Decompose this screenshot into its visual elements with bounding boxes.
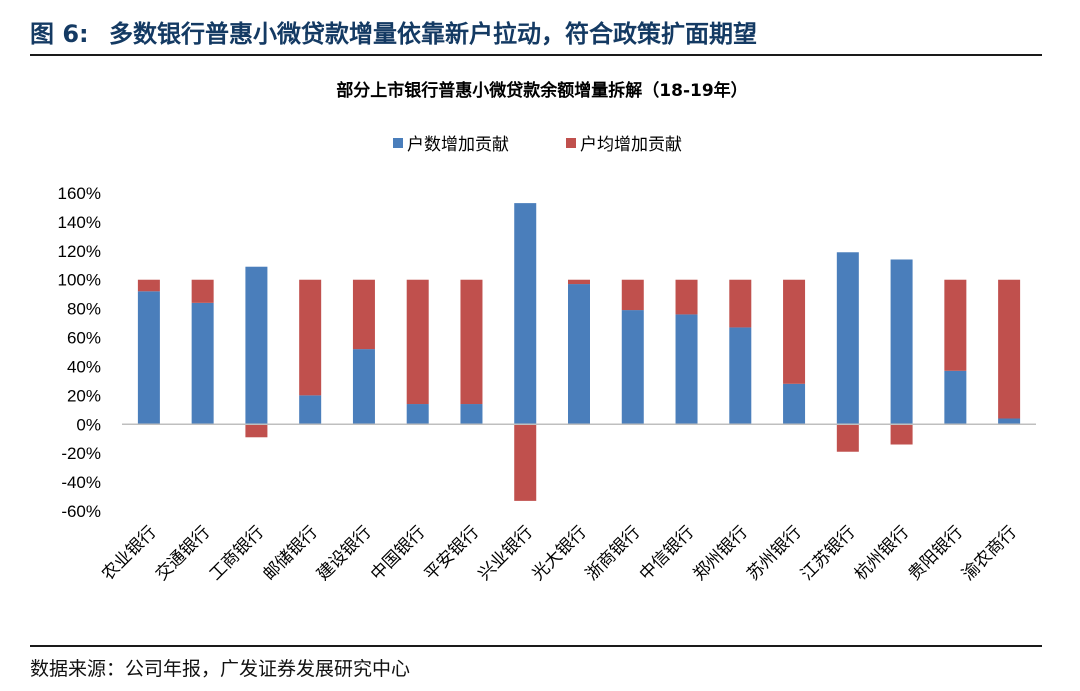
header-rule bbox=[30, 54, 1042, 56]
y-tick-label: 160% bbox=[58, 184, 101, 203]
data-source: 数据来源：公司年报，广发证券发展研究中心 bbox=[30, 658, 411, 680]
bar-per-household bbox=[514, 424, 537, 501]
legend-label-blue: 户数增加贡献 bbox=[407, 135, 509, 155]
legend: 户数增加贡献 户均增加贡献 bbox=[393, 135, 682, 155]
x-tick-label: 贵阳银行 bbox=[905, 522, 967, 584]
bar-per-household bbox=[191, 279, 214, 303]
y-axis-ticks: 160% 140% 120% 100% 80% 60% 40% 20% 0% -20% -40% -6… bbox=[58, 184, 101, 521]
bar-per-household bbox=[621, 279, 644, 311]
bar-household-count bbox=[352, 349, 375, 425]
figure-title: 多数银行普惠小微贷款增量依靠新户拉动，符合政策扩面期望 bbox=[109, 20, 758, 48]
bar-per-household bbox=[299, 279, 322, 396]
legend-swatch-red bbox=[566, 138, 576, 148]
y-tick-label: -40% bbox=[61, 473, 101, 492]
chart-title: 部分上市银行普惠小微贷款余额增量拆解（18-19年） bbox=[336, 80, 747, 101]
x-tick-label: 中信银行 bbox=[636, 522, 698, 584]
x-tick-label: 渝农商行 bbox=[958, 522, 1020, 584]
bar-household-count bbox=[406, 404, 429, 425]
x-axis-labels: 农业银行交通银行工商银行邮储银行建设银行中国银行平安银行兴业银行光大银行浙商银行… bbox=[98, 522, 1020, 584]
bar-per-household bbox=[406, 279, 429, 405]
x-tick-label: 杭州银行 bbox=[851, 522, 913, 584]
bar-per-household bbox=[675, 279, 698, 315]
bar-household-count bbox=[729, 327, 752, 425]
bar-household-count bbox=[998, 418, 1021, 425]
y-tick-label: 100% bbox=[58, 271, 101, 290]
bars bbox=[137, 203, 1021, 501]
x-tick-label: 工商银行 bbox=[206, 522, 268, 584]
x-tick-label: 平安银行 bbox=[421, 522, 483, 584]
bar-per-household bbox=[460, 279, 483, 405]
figure-header: 图 6: 多数银行普惠小微贷款增量依靠新户拉动，符合政策扩面期望 bbox=[30, 14, 757, 48]
y-tick-label: -60% bbox=[61, 502, 101, 521]
x-tick-label: 中国银行 bbox=[367, 522, 429, 584]
legend-label-red: 户均增加贡献 bbox=[580, 135, 682, 155]
bar-per-household bbox=[890, 424, 913, 445]
x-tick-label: 郑州银行 bbox=[690, 522, 752, 584]
bar-per-household bbox=[245, 424, 268, 438]
y-tick-label: 40% bbox=[67, 357, 101, 376]
y-tick-label: 0% bbox=[76, 415, 101, 434]
bar-per-household bbox=[998, 279, 1021, 419]
y-tick-label: 80% bbox=[67, 300, 101, 319]
x-tick-label: 光大银行 bbox=[528, 522, 590, 584]
bar-household-count bbox=[191, 302, 214, 425]
bar-per-household bbox=[568, 279, 590, 285]
y-tick-label: 120% bbox=[58, 242, 101, 261]
bar-per-household bbox=[944, 279, 967, 371]
x-tick-label: 江苏银行 bbox=[797, 522, 859, 584]
x-tick-label: 邮储银行 bbox=[259, 522, 321, 584]
x-tick-label: 农业银行 bbox=[98, 522, 160, 584]
x-tick-label: 建设银行 bbox=[313, 522, 375, 584]
bar-household-count bbox=[137, 291, 160, 425]
bar-household-count bbox=[783, 383, 806, 425]
y-tick-label: 20% bbox=[67, 386, 101, 405]
bar-household-count bbox=[299, 395, 322, 425]
bar-household-count bbox=[675, 314, 698, 425]
stacked-bar-chart: 部分上市银行普惠小微贷款余额增量拆解（18-19年） 户数增加贡献 户均增加贡献… bbox=[58, 80, 1036, 585]
figure-label: 图 6: bbox=[30, 20, 89, 48]
bar-per-household bbox=[352, 279, 375, 350]
bar-household-count bbox=[944, 370, 967, 425]
y-tick-label: 140% bbox=[58, 213, 101, 232]
bar-household-count bbox=[514, 203, 537, 425]
legend-swatch-blue bbox=[393, 138, 403, 148]
bar-household-count bbox=[460, 404, 483, 425]
bar-per-household bbox=[836, 424, 859, 452]
bar-household-count bbox=[245, 266, 268, 425]
bar-per-household bbox=[729, 279, 752, 328]
x-tick-label: 苏州银行 bbox=[743, 522, 805, 584]
y-tick-label: -20% bbox=[61, 444, 101, 463]
x-tick-label: 交通银行 bbox=[152, 522, 214, 584]
x-tick-label: 浙商银行 bbox=[582, 522, 644, 584]
bar-household-count bbox=[890, 259, 913, 425]
footer-rule bbox=[30, 645, 1042, 647]
y-tick-label: 60% bbox=[67, 329, 101, 348]
bar-per-household bbox=[137, 279, 160, 292]
bar-household-count bbox=[568, 284, 590, 425]
x-tick-label: 兴业银行 bbox=[475, 522, 537, 584]
bar-household-count bbox=[621, 310, 644, 425]
bar-per-household bbox=[783, 279, 806, 384]
bar-household-count bbox=[836, 252, 859, 425]
